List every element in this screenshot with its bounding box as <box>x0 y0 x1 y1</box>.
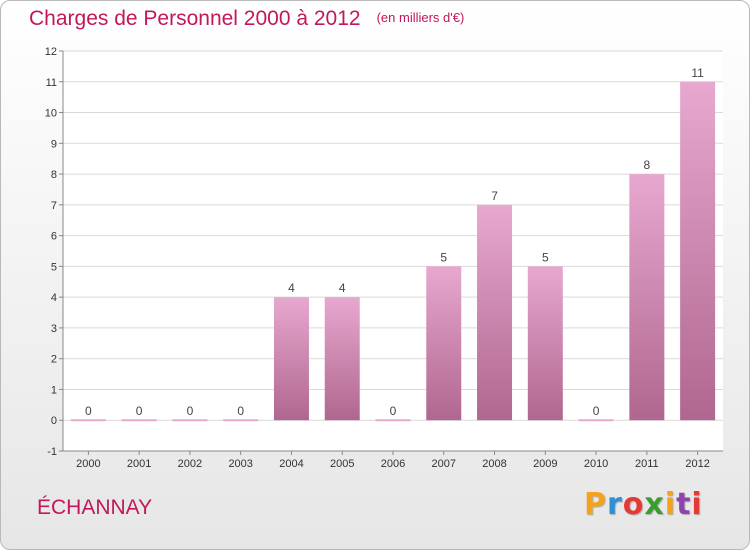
data-label: 0 <box>187 404 194 418</box>
bar <box>324 297 360 421</box>
bar <box>121 419 157 422</box>
x-tick-label: 2000 <box>76 458 100 470</box>
bar <box>172 419 208 422</box>
bar <box>426 266 462 421</box>
bar <box>70 419 106 422</box>
logo-letter: x <box>644 487 665 522</box>
bar <box>273 297 309 421</box>
data-label: 5 <box>440 250 447 264</box>
data-label: 7 <box>491 189 498 203</box>
data-label: 4 <box>339 281 346 295</box>
x-tick-label: 2004 <box>279 458 303 470</box>
data-label: 0 <box>237 404 244 418</box>
x-tick-label: 2002 <box>178 458 202 470</box>
logo-letter: r <box>607 487 623 522</box>
y-tick-label: 4 <box>51 292 57 304</box>
plot-area <box>63 51 723 451</box>
x-tick-label: 2012 <box>685 458 709 470</box>
x-tick-label: 2011 <box>635 458 659 470</box>
data-label: 11 <box>691 66 704 80</box>
logo-letter: P <box>584 487 607 522</box>
x-tick-label: 2009 <box>533 458 557 470</box>
data-label: 0 <box>390 404 397 418</box>
logo-letter: i <box>691 487 703 522</box>
data-label: 0 <box>136 404 143 418</box>
x-tick-label: 2008 <box>482 458 506 470</box>
data-label: 5 <box>542 250 549 264</box>
x-tick-label: 2006 <box>381 458 405 470</box>
y-tick-label: 0 <box>51 415 57 427</box>
y-tick-label: 12 <box>45 46 57 58</box>
x-tick-label: 2003 <box>228 458 252 470</box>
x-tick-label: 2001 <box>127 458 151 470</box>
y-tick-label: 1 <box>51 384 57 396</box>
bar <box>578 419 614 422</box>
commune-name: ÉCHANNAY <box>37 496 153 519</box>
x-tick-label: 2007 <box>432 458 456 470</box>
logo-letter: o <box>622 487 645 522</box>
data-label: 8 <box>644 158 651 172</box>
y-tick-label: 3 <box>51 323 57 335</box>
chart-title-text: Charges de Personnel 2000 à 2012 <box>29 7 361 30</box>
y-tick-label: -1 <box>47 446 57 458</box>
logo-letter: t <box>676 487 692 522</box>
x-tick-label: 2005 <box>330 458 354 470</box>
bar <box>527 266 563 421</box>
bar <box>223 419 259 422</box>
chart-title: Charges de Personnel 2000 à 2012 (en mill… <box>29 7 464 31</box>
proxiti-logo: Proxiti <box>584 487 703 522</box>
y-tick-label: 6 <box>51 231 57 243</box>
bar <box>477 204 513 421</box>
y-tick-label: 10 <box>45 108 57 120</box>
bar <box>629 174 665 421</box>
bar <box>680 81 716 421</box>
logo-letter: i <box>664 487 677 522</box>
y-tick-label: 8 <box>51 169 57 181</box>
y-tick-label: 11 <box>46 77 57 89</box>
y-tick-label: 7 <box>51 200 57 212</box>
y-tick-label: 5 <box>51 261 57 273</box>
y-tick-label: 2 <box>51 354 57 366</box>
bar <box>375 419 411 422</box>
y-tick-label: 9 <box>51 138 57 150</box>
data-label: 0 <box>85 404 92 418</box>
chart-unit: (en milliers d'€) <box>376 10 465 25</box>
data-label: 4 <box>288 281 295 295</box>
x-tick-label: 2010 <box>584 458 608 470</box>
data-label: 0 <box>593 404 600 418</box>
